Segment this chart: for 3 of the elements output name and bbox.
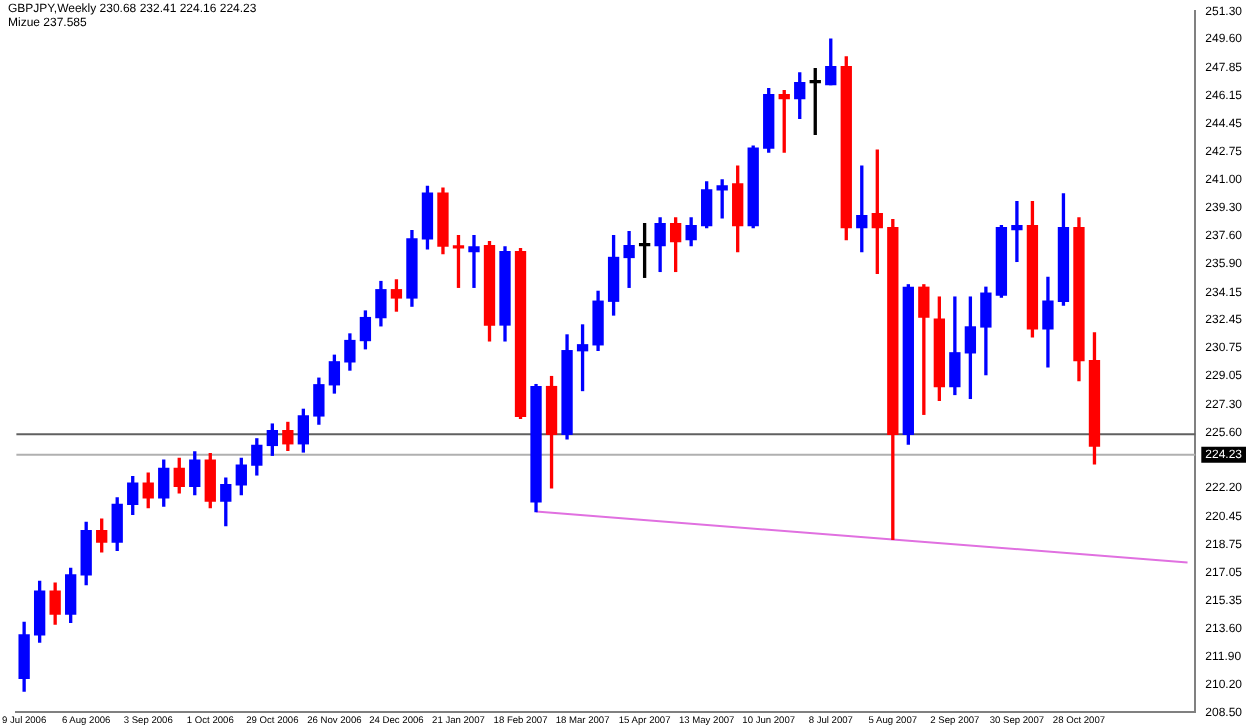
candlestick xyxy=(1011,201,1023,263)
candlestick xyxy=(623,230,635,288)
candlestick xyxy=(468,235,480,288)
